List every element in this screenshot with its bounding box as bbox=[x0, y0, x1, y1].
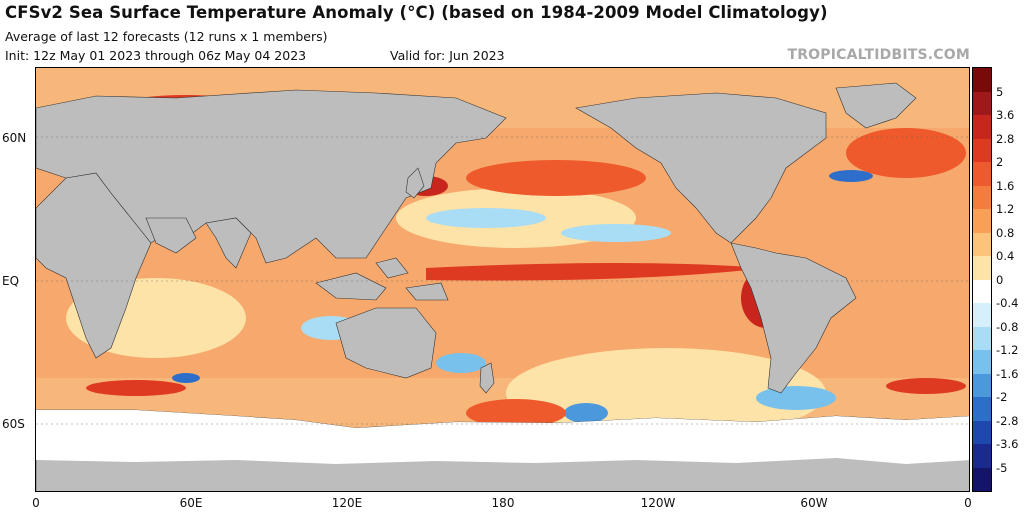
colorbar-tick-label: 2 bbox=[996, 155, 1004, 169]
lat-label-60n: 60N bbox=[2, 131, 27, 145]
north-america-landmass bbox=[575, 92, 827, 244]
colorbar-tick-label: -5 bbox=[996, 460, 1008, 475]
lon-label-180: 180 bbox=[491, 496, 515, 510]
colorbar-tick-label: -2 bbox=[996, 390, 1008, 404]
lat-label-60s: 60S bbox=[2, 417, 25, 431]
hot-spot-natl bbox=[846, 128, 966, 178]
lon-label-60w: 60W bbox=[800, 496, 828, 510]
colorbar-tick-label: 0 bbox=[996, 272, 1004, 287]
australia-landmass bbox=[335, 307, 437, 379]
south-america-landmass bbox=[730, 242, 857, 394]
chart-title: CFSv2 Sea Surface Temperature Anomaly (°… bbox=[5, 3, 828, 22]
colorbar-tick-label: 3.6 bbox=[996, 108, 1015, 122]
lon-label-120e: 120E bbox=[331, 496, 363, 510]
cool-patch bbox=[829, 170, 873, 182]
cool-patch bbox=[564, 403, 608, 423]
colorbar-tick-label: 5 bbox=[996, 84, 1004, 99]
colorbar-swatch bbox=[973, 115, 991, 139]
colorbar-swatch bbox=[973, 279, 991, 303]
india-landmass bbox=[205, 217, 252, 269]
colorbar-tick-label: 0.8 bbox=[996, 225, 1015, 240]
colorbar-swatch bbox=[973, 185, 991, 209]
colorbar-swatch bbox=[973, 68, 991, 92]
sea-ice bbox=[36, 410, 969, 464]
colorbar-swatch bbox=[973, 467, 991, 491]
colorbar-swatch bbox=[973, 373, 991, 397]
japan-landmass bbox=[405, 167, 425, 199]
map-canvas bbox=[36, 68, 969, 491]
colorbar-swatch bbox=[973, 420, 991, 444]
new-zealand-landmass bbox=[479, 362, 495, 394]
hot-spot-npac bbox=[466, 160, 646, 196]
colorbar-tick-label: 1.2 bbox=[996, 202, 1015, 216]
colorbar-tick-label: -3.6 bbox=[996, 437, 1019, 451]
colorbar-swatch bbox=[973, 162, 991, 186]
cool-patch bbox=[436, 353, 486, 373]
colorbar-tick-label: -2.8 bbox=[996, 413, 1019, 428]
colorbar-tick-label: -0.8 bbox=[996, 319, 1019, 334]
borneo-landmass bbox=[375, 257, 409, 279]
colorbar-swatch bbox=[973, 232, 991, 256]
cool-patch bbox=[561, 224, 671, 242]
init-text: Init: 12z May 01 2023 through 06z May 04… bbox=[5, 48, 307, 63]
lon-label-60e: 60E bbox=[179, 496, 203, 510]
hot-spot-so bbox=[886, 378, 966, 394]
valid-text: Valid for: Jun 2023 bbox=[390, 48, 505, 63]
greenland-landmass bbox=[835, 82, 917, 129]
sst-anomaly-map bbox=[35, 67, 970, 492]
indonesia-landmass bbox=[315, 272, 387, 301]
colorbar-swatch bbox=[973, 326, 991, 350]
hot-spot-so bbox=[86, 380, 186, 396]
lat-label-eq: EQ bbox=[2, 274, 20, 288]
colorbar bbox=[972, 67, 992, 492]
colorbar-swatch bbox=[973, 397, 991, 421]
colorbar-tick-label: 1.6 bbox=[996, 178, 1015, 193]
colorbar-swatch bbox=[973, 209, 991, 233]
chart-subtitle: Average of last 12 forecasts (12 runs x … bbox=[5, 29, 328, 44]
colorbar-tick-label: 0.4 bbox=[996, 249, 1015, 263]
new-guinea-landmass bbox=[405, 282, 449, 301]
colorbar-swatch bbox=[973, 303, 991, 327]
lon-label-0-end: 0 bbox=[964, 496, 972, 510]
colorbar-tick-label: -1.6 bbox=[996, 366, 1019, 381]
watermark: TROPICALTIDBITS.COM bbox=[787, 47, 970, 63]
hot-spot-so bbox=[466, 399, 566, 427]
colorbar-tick-label: 2.8 bbox=[996, 131, 1015, 146]
cool-patch bbox=[426, 208, 546, 228]
colorbar-swatch bbox=[973, 91, 991, 115]
lon-label-0: 0 bbox=[32, 496, 40, 510]
arabia-landmass bbox=[145, 217, 197, 254]
colorbar-swatch bbox=[973, 138, 991, 162]
hot-equatorial-band bbox=[426, 263, 766, 281]
colorbar-swatch bbox=[973, 350, 991, 374]
colorbar-swatch bbox=[973, 444, 991, 468]
cool-patch bbox=[756, 386, 836, 410]
colorbar-swatch bbox=[973, 256, 991, 280]
colorbar-tick-label: -1.2 bbox=[996, 343, 1019, 357]
lon-label-120w: 120W bbox=[640, 496, 676, 510]
cool-patch bbox=[172, 373, 200, 383]
colorbar-tick-label: -0.4 bbox=[996, 296, 1019, 310]
